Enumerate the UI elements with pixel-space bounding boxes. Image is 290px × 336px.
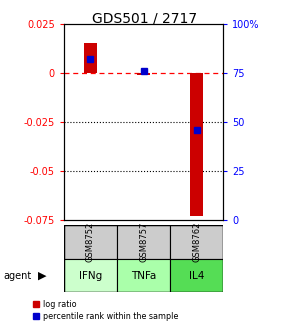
Legend: log ratio, percentile rank within the sample: log ratio, percentile rank within the sa… [33, 300, 178, 321]
Text: agent: agent [3, 270, 31, 281]
Text: IFNg: IFNg [79, 270, 102, 281]
Bar [137, 73, 150, 75]
Text: IL4: IL4 [189, 270, 204, 281]
Bar [170, 259, 223, 292]
Text: GSM8762: GSM8762 [192, 222, 201, 262]
Text: GSM8757: GSM8757 [139, 222, 148, 262]
Bar [64, 225, 117, 259]
Text: ▶: ▶ [38, 270, 46, 281]
Text: TNFa: TNFa [131, 270, 156, 281]
Bar [170, 225, 223, 259]
Bar [190, 73, 203, 216]
Bar [84, 43, 97, 73]
Text: GDS501 / 2717: GDS501 / 2717 [93, 12, 197, 26]
Text: GSM8752: GSM8752 [86, 222, 95, 262]
Bar [64, 259, 117, 292]
Bar [117, 259, 170, 292]
Bar [117, 225, 170, 259]
